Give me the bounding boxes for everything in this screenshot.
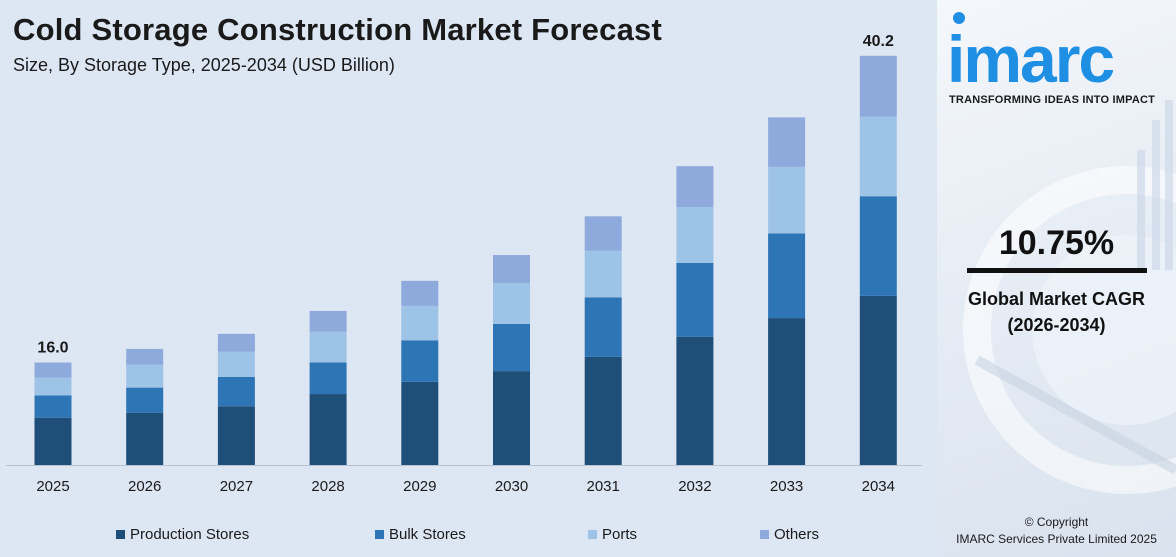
cagr-label-line2: (2026-2034): [1007, 315, 1106, 335]
bar-2034-production-stores: [859, 295, 897, 465]
x-tick-label-2028: 2028: [311, 478, 344, 495]
bar-2029-production-stores: [401, 381, 439, 465]
bar-2025-ports: [34, 377, 72, 396]
bar-2028-production-stores: [309, 394, 347, 465]
cagr-label-line1: Global Market CAGR: [967, 289, 1146, 309]
bar-2028-others: [309, 310, 347, 332]
logo-tagline: TRANSFORMING IDEAS INTO IMPACT: [949, 94, 1156, 106]
bar-2032-others: [676, 166, 714, 207]
legend-swatch: [116, 530, 125, 539]
bar-2032-production-stores: [676, 336, 714, 465]
bar-2027-bulk-stores: [217, 376, 255, 407]
background-decoration: [963, 100, 1176, 494]
bar-2030-bulk-stores: [493, 323, 530, 372]
legend-label: Production Stores: [130, 526, 250, 543]
x-tick-label-2033: 2033: [770, 478, 803, 495]
bar-2034-ports: [859, 116, 897, 197]
bar-2031-bulk-stores: [584, 297, 622, 357]
x-tick-label-2030: 2030: [495, 478, 528, 495]
legend-item-ports: Ports: [588, 526, 637, 543]
x-tick-label-2025: 2025: [36, 478, 69, 495]
x-tick-label-2029: 2029: [403, 478, 436, 495]
bar-2026-others: [126, 348, 164, 365]
legend-swatch: [375, 530, 384, 539]
bar-2031-others: [584, 216, 622, 251]
bar-2032-ports: [676, 207, 714, 263]
x-tick-label-2027: 2027: [220, 478, 253, 495]
bar-2025-production-stores: [34, 417, 72, 465]
bar-2031-production-stores: [584, 356, 622, 465]
legend-label: Bulk Stores: [389, 526, 466, 543]
cagr-value: 10.75%: [998, 224, 1115, 262]
data-label-2025: 16.0: [37, 340, 68, 357]
copyright-line1: © Copyright: [1024, 515, 1089, 529]
bar-2027-ports: [217, 351, 255, 377]
bar-2025-bulk-stores: [34, 395, 72, 418]
bar-2026-ports: [126, 364, 164, 388]
chart-title: Cold Storage Construction Market Forecas…: [13, 12, 662, 47]
bar-2029-bulk-stores: [401, 340, 439, 382]
bar-2026-bulk-stores: [126, 387, 164, 413]
side-panel: imarc TRANSFORMING IDEAS INTO IMPACT 10.…: [937, 0, 1176, 557]
data-label-2034: 40.2: [863, 33, 894, 50]
bar-2031-ports: [584, 250, 622, 298]
legend-label: Others: [774, 526, 820, 543]
bar-2030-production-stores: [493, 371, 530, 465]
legend-swatch: [760, 530, 769, 539]
cagr-divider: [967, 268, 1147, 273]
bar-2033-production-stores: [768, 318, 806, 465]
logo-text: imarc: [947, 22, 1115, 96]
bar-2034-bulk-stores: [859, 196, 897, 296]
bar-2033-ports: [768, 166, 806, 234]
x-tick-label-2032: 2032: [678, 478, 711, 495]
bar-2026-production-stores: [126, 412, 164, 465]
bar-2034-others: [859, 55, 897, 117]
bar-2028-ports: [309, 331, 347, 363]
bar-2027-production-stores: [217, 406, 255, 465]
bar-2028-bulk-stores: [309, 362, 347, 395]
bar-2030-others: [493, 255, 530, 283]
legend-item-bulk-stores: Bulk Stores: [375, 526, 466, 543]
chart-subtitle: Size, By Storage Type, 2025-2034 (USD Bi…: [13, 55, 395, 75]
cagr-label: Global Market CAGR (2026-2034): [937, 286, 1176, 338]
bar-2030-ports: [493, 282, 530, 324]
bar-2025-others: [34, 362, 72, 378]
legend-swatch: [588, 530, 597, 539]
x-tick-label-2031: 2031: [587, 478, 620, 495]
bar-2032-bulk-stores: [676, 262, 714, 337]
bar-2033-bulk-stores: [768, 233, 806, 319]
chart-legend: Production Stores Bulk Stores Ports Others: [0, 526, 937, 546]
logo-dot-icon: [953, 12, 965, 24]
copyright-line2: IMARC Services Private Limited 2025: [956, 532, 1157, 546]
bar-2033-others: [768, 117, 806, 167]
legend-label: Ports: [602, 526, 638, 543]
bar-2029-others: [401, 280, 439, 306]
bar-2029-ports: [401, 305, 439, 341]
x-tick-label-2026: 2026: [128, 478, 161, 495]
legend-item-production-stores: Production Stores: [116, 526, 249, 543]
copyright-notice: © Copyright IMARC Services Private Limit…: [937, 514, 1176, 548]
x-tick-label-2034: 2034: [862, 478, 895, 495]
stacked-bar-chart: 2025 16.0 2026 2027 2028 2029 2030 2031 2032 2033…: [6, 33, 922, 495]
bar-2027-others: [217, 333, 255, 352]
legend-item-others: Others: [760, 526, 819, 543]
chart-area: Cold Storage Construction Market Forecas…: [0, 0, 937, 557]
